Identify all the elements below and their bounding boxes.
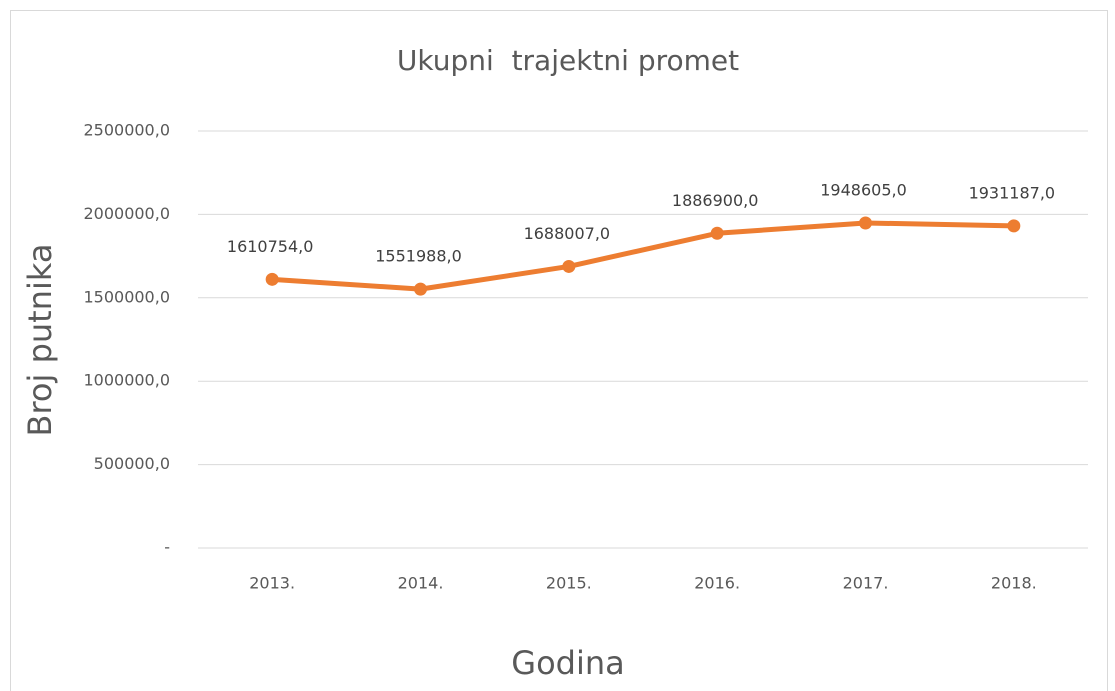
x-axis-title: Godina [511,644,624,682]
x-tick-label: 2015. [546,574,592,593]
marker [562,259,576,273]
data-label: 1610754,0 [227,237,314,256]
marker [265,272,279,286]
x-tick-label: 2017. [843,574,889,593]
marker [1007,219,1021,233]
marker [710,226,724,240]
x-tick-label: 2018. [991,574,1037,593]
y-axis-title: Broj putnika [21,244,59,437]
data-label: 1688007,0 [524,224,611,243]
y-tick-label: 2500000,0 [83,121,170,140]
y-tick-label: 2000000,0 [83,204,170,223]
y-tick-label: 500000,0 [94,454,170,473]
data-label: 1931187,0 [969,183,1056,202]
x-tick-label: 2013. [249,574,295,593]
chart-title: Ukupni trajektni promet [397,44,739,77]
x-tick-label: 2014. [398,574,444,593]
marker [414,282,427,296]
chart-border [10,10,1108,691]
line [269,220,1017,292]
data-label: 1948605,0 [820,180,907,199]
data-label: 1886900,0 [672,191,759,210]
y-tick-label: - [164,538,170,557]
y-tick-label: 1000000,0 [83,371,170,390]
x-tick-label: 2016. [694,574,740,593]
marker [859,216,872,230]
data-label: 1551988,0 [375,247,462,266]
y-tick-label: 1500000,0 [83,287,170,306]
